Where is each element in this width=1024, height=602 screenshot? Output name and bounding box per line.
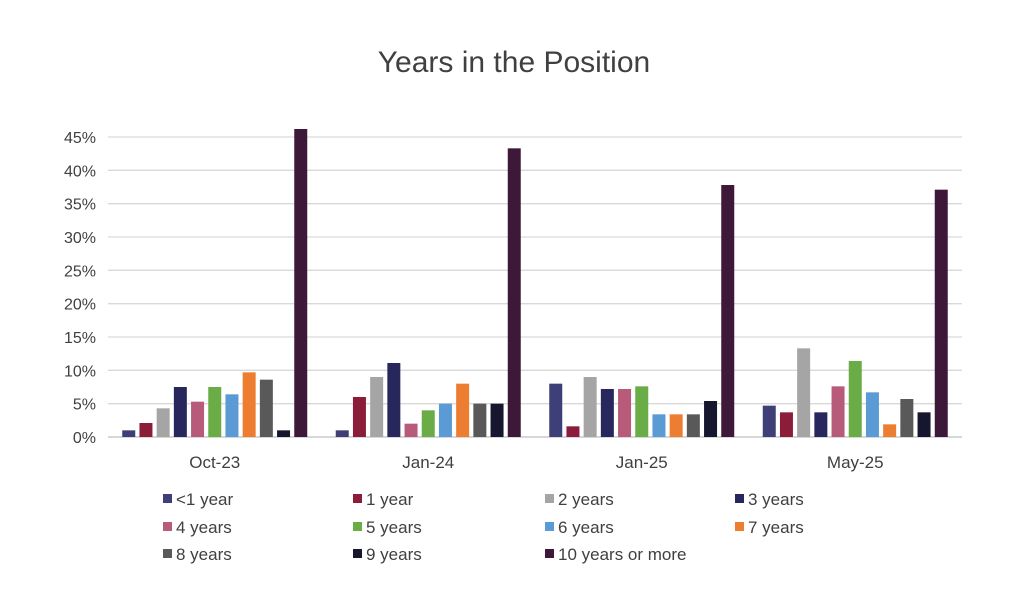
bar	[242, 372, 256, 437]
y-tick-label: 35%	[64, 197, 96, 214]
legend-swatch	[163, 549, 172, 558]
legend-label: 10 years or more	[558, 545, 687, 564]
bar	[208, 387, 222, 437]
y-tick-label: 5%	[73, 397, 96, 414]
legend-swatch	[353, 549, 362, 558]
bar	[600, 389, 614, 437]
bar	[669, 414, 683, 437]
legend-label: 4 years	[176, 518, 232, 537]
y-tick-label: 25%	[64, 263, 96, 280]
legend-swatch	[545, 522, 554, 531]
bar	[686, 414, 700, 437]
bar	[865, 392, 879, 437]
bar	[191, 401, 205, 437]
bar	[404, 423, 418, 437]
bar	[139, 423, 153, 437]
legend-swatch	[545, 549, 554, 558]
bar	[883, 424, 897, 437]
bar	[473, 403, 487, 437]
bar	[635, 386, 649, 437]
bar	[421, 410, 435, 437]
legend-label: 3 years	[748, 490, 804, 509]
x-tick-label: May-25	[827, 453, 884, 472]
legend-swatch	[163, 494, 172, 503]
legend-item: 2 years	[545, 490, 614, 509]
legend-item: 7 years	[735, 518, 804, 537]
legend-label: <1 year	[176, 490, 234, 509]
y-tick-label: 15%	[64, 330, 96, 347]
legend-swatch	[735, 522, 744, 531]
legend-item: 8 years	[163, 545, 232, 564]
legend-swatch	[545, 494, 554, 503]
legend-label: 8 years	[176, 545, 232, 564]
bar	[831, 386, 845, 437]
legend-label: 9 years	[366, 545, 422, 564]
legend-label: 6 years	[558, 518, 614, 537]
y-tick-label: 20%	[64, 297, 96, 314]
bar	[122, 430, 136, 437]
legend-label: 7 years	[748, 518, 804, 537]
legend-swatch	[353, 522, 362, 531]
bar	[335, 430, 349, 437]
bar	[583, 377, 597, 437]
x-tick-label: Jan-24	[402, 453, 454, 472]
chart-title: Years in the Position	[378, 46, 650, 79]
legend-label: 5 years	[366, 518, 422, 537]
legend-item: 4 years	[163, 518, 232, 537]
bar	[704, 401, 718, 437]
bar	[762, 405, 776, 437]
legend-label: 1 year	[366, 490, 414, 509]
bar	[779, 412, 793, 437]
bar	[352, 397, 366, 437]
y-axis-ticks: 0% 5% 10% 15% 20% 25% 30% 35% 40% 45%	[64, 130, 96, 447]
y-tick-label: 0%	[73, 430, 96, 447]
bar	[549, 383, 563, 437]
x-axis-ticks: Oct-23 Jan-24 Jan-25 May-25	[189, 453, 883, 472]
bar	[618, 389, 632, 437]
legend-swatch	[163, 522, 172, 531]
bar	[900, 399, 914, 437]
legend-item: 5 years	[353, 518, 422, 537]
x-tick-label: Jan-25	[616, 453, 668, 472]
legend-item: 10 years or more	[545, 545, 687, 564]
legend-swatch	[735, 494, 744, 503]
bar	[277, 430, 291, 437]
bar	[173, 387, 187, 437]
legend-item: <1 year	[163, 490, 234, 509]
legend-label: 2 years	[558, 490, 614, 509]
bar	[797, 348, 811, 437]
bar	[814, 412, 828, 437]
legend-item: 9 years	[353, 545, 422, 564]
y-tick-label: 45%	[64, 130, 96, 147]
legend: <1 year 1 year 2 years 3 years 4 years 5 year…	[163, 490, 804, 564]
bar	[566, 426, 580, 437]
bar	[438, 403, 452, 437]
bar	[456, 383, 470, 437]
bar	[370, 377, 384, 437]
bar	[490, 403, 504, 437]
bar	[294, 129, 308, 437]
y-tick-label: 10%	[64, 363, 96, 380]
legend-item: 6 years	[545, 518, 614, 537]
bar	[652, 414, 666, 437]
bar	[259, 379, 273, 437]
legend-item: 1 year	[353, 490, 414, 509]
bar	[934, 189, 948, 437]
y-tick-label: 40%	[64, 163, 96, 180]
bar	[156, 408, 170, 437]
bar	[225, 394, 239, 437]
bar	[848, 361, 862, 437]
bars	[122, 129, 948, 438]
bar	[387, 363, 401, 437]
bar	[917, 412, 931, 437]
bar	[721, 185, 735, 437]
x-tick-label: Oct-23	[189, 453, 240, 472]
legend-item: 3 years	[735, 490, 804, 509]
y-tick-label: 30%	[64, 230, 96, 247]
legend-swatch	[353, 494, 362, 503]
bar	[507, 148, 521, 438]
